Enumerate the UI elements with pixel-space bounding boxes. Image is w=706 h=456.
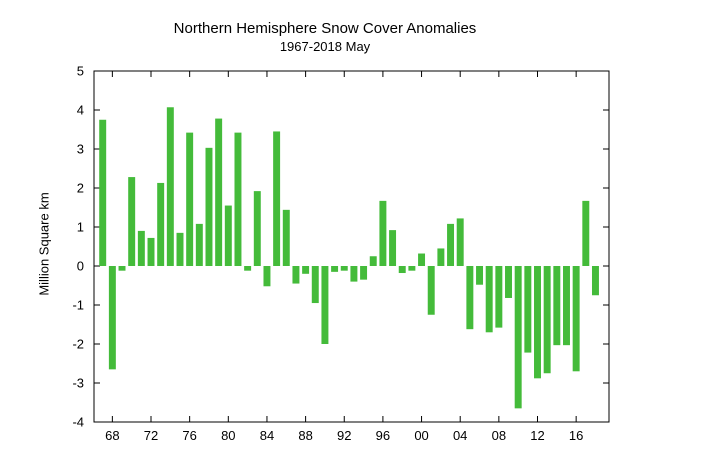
bar-1999 — [408, 266, 416, 271]
bar-1967 — [99, 119, 107, 266]
x-tick-label: 96 — [376, 428, 390, 443]
bar-1998 — [398, 266, 406, 274]
chart-subtitle: 1967-2018 May — [279, 39, 371, 54]
bar-1993 — [350, 266, 358, 282]
x-tick-label: 88 — [298, 428, 312, 443]
bar-1982 — [244, 266, 252, 271]
bar-1978 — [205, 147, 213, 266]
bar-2008 — [495, 266, 503, 328]
bar-1979 — [215, 118, 223, 266]
bar-1968 — [108, 266, 116, 370]
bar-1995 — [369, 256, 377, 266]
bar-1985 — [273, 131, 281, 266]
y-tick-label: 4 — [77, 103, 84, 118]
x-tick-label: 16 — [569, 428, 583, 443]
bar-1976 — [186, 132, 194, 266]
y-tick-label: -1 — [72, 298, 84, 313]
y-tick-label: 3 — [77, 142, 84, 157]
bar-2001 — [427, 266, 435, 315]
y-tick-labels: 5 4 3 2 1 0 -1 -2 -3 -4 — [72, 64, 84, 430]
bar-1975 — [176, 232, 184, 266]
x-tick-label: 08 — [492, 428, 506, 443]
bar-2014 — [553, 266, 561, 346]
bar-1990 — [321, 266, 329, 344]
bars-group — [99, 107, 599, 409]
bar-1992 — [340, 266, 348, 271]
bar-2011 — [524, 266, 532, 353]
x-tick-label: 12 — [530, 428, 544, 443]
bar-1973 — [157, 182, 165, 266]
bar-1991 — [331, 266, 339, 272]
bar-1988 — [302, 266, 310, 274]
x-tick-label: 84 — [260, 428, 274, 443]
bar-2009 — [505, 266, 512, 298]
bar-1984 — [263, 266, 271, 287]
bar-2007 — [485, 266, 493, 333]
bar-1994 — [360, 266, 368, 280]
y-tick-label: 5 — [77, 64, 84, 79]
x-tick-label: 04 — [453, 428, 467, 443]
bar-2016 — [572, 266, 580, 372]
bar-1971 — [137, 230, 145, 266]
bar-1996 — [379, 200, 387, 266]
bar-2013 — [543, 266, 551, 374]
bar-2015 — [563, 266, 570, 346]
y-tick-label: 1 — [77, 220, 84, 235]
bar-1997 — [389, 230, 397, 266]
x-tick-labels: 68 72 76 80 84 88 92 96 00 04 08 12 16 — [105, 428, 583, 443]
bar-1972 — [147, 237, 155, 266]
y-tick-label: -3 — [72, 376, 84, 391]
x-tick-label: 72 — [144, 428, 158, 443]
bar-1981 — [234, 132, 242, 266]
bar-2002 — [437, 248, 445, 266]
x-tick-label: 92 — [337, 428, 351, 443]
bar-1970 — [128, 177, 136, 266]
chart-title: Northern Hemisphere Snow Cover Anomalies — [173, 20, 477, 37]
bar-2018 — [591, 266, 599, 296]
x-tick-label: 68 — [105, 428, 119, 443]
y-tick-label: -2 — [72, 337, 84, 352]
bar-1977 — [195, 223, 203, 266]
bar-1974 — [166, 107, 174, 267]
bar-2004 — [456, 218, 464, 266]
bar-2005 — [466, 266, 474, 330]
bar-2017 — [582, 200, 590, 266]
bar-2012 — [534, 266, 541, 379]
x-tick-label: 76 — [182, 428, 196, 443]
bar-2003 — [447, 223, 455, 266]
y-tick-label: 0 — [77, 259, 84, 274]
bar-1986 — [282, 209, 290, 266]
y-tick-label: -4 — [72, 415, 84, 430]
bar-1980 — [224, 205, 232, 266]
plot-frame — [93, 70, 610, 423]
bar-2010 — [514, 266, 522, 409]
bar-2006 — [476, 266, 484, 285]
bar-1983 — [253, 191, 261, 266]
bar-1969 — [118, 266, 126, 271]
bar-2000 — [418, 253, 426, 266]
bar-1987 — [292, 266, 300, 284]
y-tick-label: 2 — [77, 181, 84, 196]
x-tick-label: 00 — [414, 428, 428, 443]
x-tick-label: 80 — [221, 428, 235, 443]
axis-ticks — [94, 70, 609, 423]
bar-1989 — [311, 266, 319, 304]
